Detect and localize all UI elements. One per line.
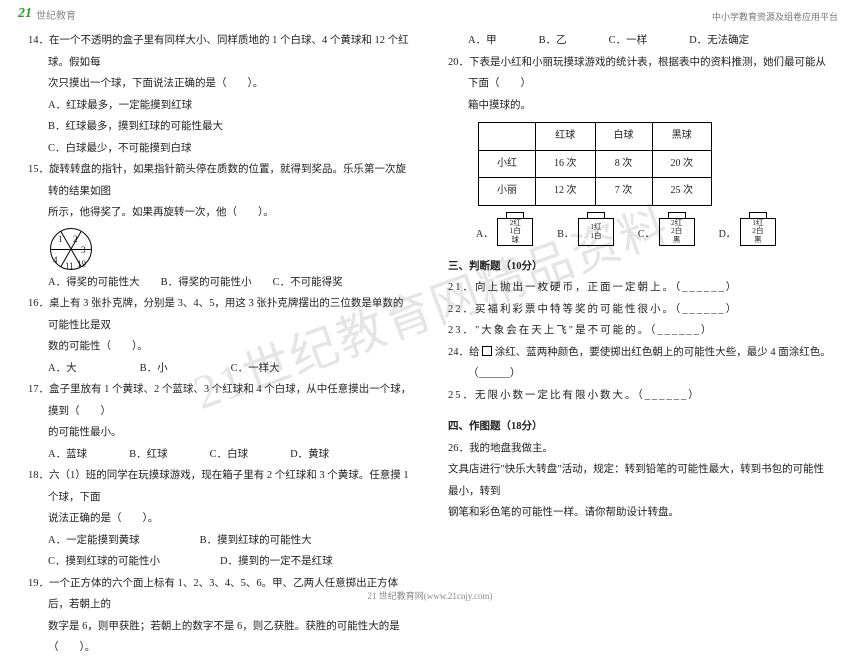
spinner-num: 1: [58, 230, 63, 248]
table-row: 小丽 12 次 7 次 25 次: [479, 178, 712, 206]
table-head: 白球: [595, 123, 652, 151]
q26-b1: 文具店进行"快乐大转盘"活动，规定：转到铅笔的可能性最大，转到书包的可能性最小，…: [448, 459, 832, 502]
q14-opt-b: B．红球最多，摸到红球的可能性最大: [28, 116, 412, 138]
q21: 21．向上抛出一枚硬币，正面一定朝上。（______）: [448, 277, 832, 299]
q14-opt-c: C．白球最少，不可能摸到白球: [28, 138, 412, 160]
q24-pre: 24．给: [448, 347, 480, 358]
table-cell: 20 次: [652, 150, 712, 178]
spinner-num: 4: [53, 251, 58, 269]
table-cell: 16 次: [536, 150, 596, 178]
q15-opts: A．得奖的可能性大 B．得奖的可能性小 C．不可能得奖: [28, 272, 412, 294]
q18-opt-a: A．一定能摸到黄球: [48, 530, 140, 552]
q20-opt-b: B． 1红 1白: [557, 212, 614, 246]
table-head: 黑球: [652, 123, 712, 151]
q20-options: A． 2红 1白 球 B． 1红 1白: [448, 212, 832, 246]
opt-label: B．: [557, 225, 574, 246]
q20-opt-a: A． 2红 1白 球: [476, 212, 533, 246]
table-cell: 25 次: [652, 178, 712, 206]
table-cell: 小红: [479, 150, 536, 178]
q15-line2: 所示，他得奖了。如果再旋转一次，他（ ）。: [28, 202, 412, 224]
spinner-diagram: 2 3 1 4 11 19: [50, 228, 92, 270]
q17-line2: 的可能性最小。: [28, 422, 412, 444]
table-row: 小红 16 次 8 次 20 次: [479, 150, 712, 178]
q17-line1: 17．盒子里放有 1 个黄球、2 个蓝球、3 个红球和 4 个白球，从中任意摸出…: [28, 379, 412, 422]
q14-opt-a: A．红球最多，一定能摸到红球: [28, 95, 412, 117]
box-line: 球: [511, 236, 519, 245]
opt-label: D．: [719, 225, 736, 246]
q15-line1: 15．旋转转盘的指针，如果指针箭头停在质数的位置，就得到奖品。乐乐第一次旋转的结…: [28, 159, 412, 202]
table-cell: 12 次: [536, 178, 596, 206]
q22: 22．买福利彩票中特等奖的可能性很小。（______）: [448, 299, 832, 321]
ballbox-icon: 2红 2白 黑: [659, 212, 695, 246]
q16-line2: 数的可能性（ ）。: [28, 336, 412, 358]
table-head: [479, 123, 536, 151]
q23: 23．"大象会在天上飞"是不可能的。（______）: [448, 320, 832, 342]
right-column: A．甲 B．乙 C．一样 D．无法确定 20．下表是小红和小丽玩摸球游戏的统计表…: [430, 8, 842, 608]
q20-opt-c: C． 2红 2白 黑: [638, 212, 695, 246]
q26-a: 26．我的地盘我做主。: [448, 438, 832, 460]
q18-opt-c: C．摸到红球的可能性小: [48, 551, 160, 573]
ballbox-icon: 2红 1白 球: [497, 212, 533, 246]
q18-line1: 18．六（1）班的同学在玩摸球游戏，现在箱子里有 2 个红球和 3 个黄球。任意…: [28, 465, 412, 508]
q18-opt-b: B．摸到红球的可能性大: [200, 530, 312, 552]
section-4-title: 四、作图题（18分）: [448, 416, 832, 438]
q20-line2: 箱中摸球的。: [448, 95, 832, 117]
q14-line2: 次只摸出一个球，下面说法正确的是（ ）。: [28, 73, 412, 95]
q16-line1: 16．桌上有 3 张扑克牌，分别是 3、4、5，用这 3 张扑克牌摆出的三位数是…: [28, 293, 412, 336]
q24: 24．给 涂红、蓝两种颜色，要使掷出红色朝上的可能性大些，最少 4 面涂红色。（…: [448, 342, 832, 385]
table-cell: 7 次: [595, 178, 652, 206]
cube-icon: [482, 346, 492, 356]
spinner-num: 2: [73, 230, 78, 248]
q14-line1: 14．在一个不透明的盒子里有同样大小、同样质地的 1 个白球、4 个黄球和 12…: [28, 30, 412, 73]
table-head: 红球: [536, 123, 596, 151]
page: 14．在一个不透明的盒子里有同样大小、同样质地的 1 个白球、4 个黄球和 12…: [0, 0, 860, 608]
table-cell: 小丽: [479, 178, 536, 206]
ballbox-icon: 1红 2白 黑: [740, 212, 776, 246]
q17-opts: A．蓝球 B．红球 C．白球 D．黄球: [28, 444, 412, 466]
q26-b2: 钢笔和彩色笔的可能性一样。请你帮助设计转盘。: [448, 502, 832, 524]
q25: 25．无限小数一定比有限小数大。（______）: [448, 385, 832, 407]
spinner-num: 19: [77, 255, 86, 273]
q19-opts: A．甲 B．乙 C．一样 D．无法确定: [448, 30, 832, 52]
table-row: 红球 白球 黑球: [479, 123, 712, 151]
q19-line1: 19．一个正方体的六个面上标有 1、2、3、4、5、6。甲、乙两人任意掷出正方体…: [28, 573, 412, 616]
left-column: 14．在一个不透明的盒子里有同样大小、同样质地的 1 个白球、4 个黄球和 12…: [18, 8, 430, 608]
opt-label: C．: [638, 225, 655, 246]
section-3-title: 三、判断题（10分）: [448, 256, 832, 278]
q16-opts: A．大 B．小 C．一样大: [28, 358, 412, 380]
q18-opt-d: D．摸到的一定不是红球: [220, 551, 333, 573]
table-cell: 8 次: [595, 150, 652, 178]
spinner-num: 11: [65, 257, 74, 275]
q20-table: 红球 白球 黑球 小红 16 次 8 次 20 次 小丽 12 次 7 次 25…: [478, 122, 712, 206]
q20-line1: 20．下表是小红和小丽玩摸球游戏的统计表，根据表中的资料推测，她们最可能从下面（…: [448, 52, 832, 95]
q20-opt-d: D． 1红 2白 黑: [719, 212, 776, 246]
q19-line2: 数字是 6，则甲获胜；若朝上的数字不是 6，则乙获胜。获胜的可能性大的是（ ）。: [28, 616, 412, 659]
box-line: 黑: [673, 236, 681, 245]
ballbox-icon: 1红 1白: [578, 212, 614, 246]
box-line: 1白: [590, 232, 601, 241]
box-line: 黑: [754, 236, 762, 245]
q24-post: 涂红、蓝两种颜色，要使掷出红色朝上的可能性大些，最少 4 面涂红色。（_____…: [468, 347, 831, 380]
q18-line2: 说法正确的是（ ）。: [28, 508, 412, 530]
opt-label: A．: [476, 225, 493, 246]
